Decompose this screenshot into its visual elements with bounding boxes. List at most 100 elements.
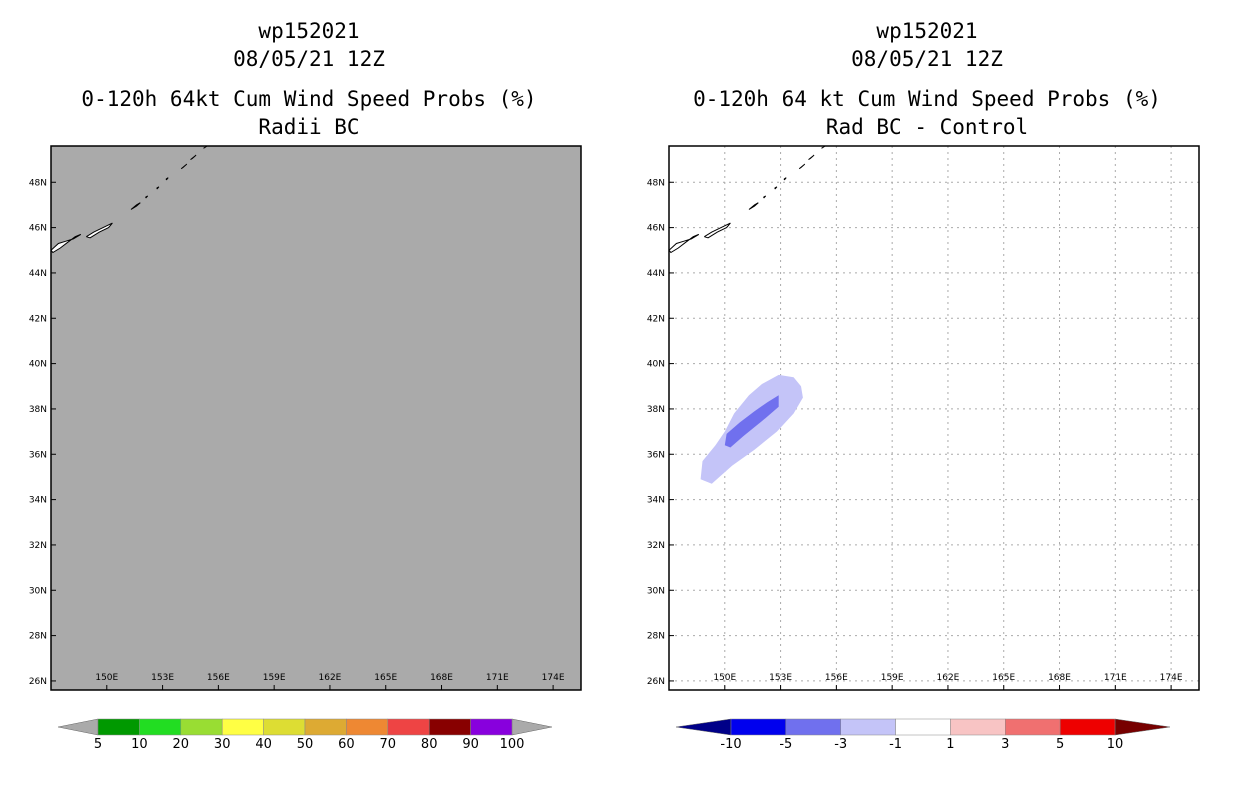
colorbar-label: -3 [834,737,847,752]
x-tick-label: 168E [1048,673,1071,683]
colorbar-label: 5 [94,737,102,752]
contour-fill-1 [724,395,779,448]
colorbar-swatch [840,718,896,736]
left-storm-id: wp152021 [258,19,360,43]
colorbar-label: 1 [946,737,954,752]
x-tick-label: 168E [430,673,453,683]
coastline [86,222,113,239]
y-tick-label: 28N [29,632,47,642]
coastline [156,186,160,190]
colorbar-label: 40 [255,737,272,752]
colorbar-label: -1 [889,737,902,752]
colorbar-label: 3 [1001,737,1009,752]
colorbar-swatch [387,718,430,736]
colorbar-swatch [221,718,264,736]
colorbar-label: 5 [1056,737,1064,752]
y-tick-label: 48N [29,178,47,188]
y-tick-label: 42N [647,314,665,324]
colorbar-swatch [346,718,389,736]
colorbar-swatch [97,718,140,736]
colorbar-swatch [139,718,182,736]
y-tick-label: 30N [647,586,665,596]
y-tick-label: 44N [647,269,665,279]
y-tick-label: 44N [29,269,47,279]
coastline [808,154,815,161]
colorbar-label: 20 [173,737,190,752]
x-tick-label: 162E [937,673,960,683]
coastline [165,177,169,181]
x-tick-label: 150E [713,673,736,683]
left-title: wp152021 08/05/21 12Z 0-120h 64kt Cum Wi… [29,17,589,141]
y-tick-label: 30N [29,586,47,596]
colorbar-under-arrow [675,718,732,736]
colorbar-swatch [730,718,787,736]
y-tick-label: 36N [647,450,665,460]
y-tick-label: 38N [647,405,665,415]
colorbar-label: 50 [297,737,314,752]
colorbar-label: 70 [380,737,397,752]
x-tick-label: 174E [1160,673,1183,683]
coastline [669,233,700,254]
plot-background [51,146,581,690]
x-tick-label: 165E [374,673,397,683]
colorbar-label: 90 [462,737,479,752]
colorbar-label: 10 [1107,737,1124,752]
colorbar-swatch [1005,718,1061,736]
colorbar-label: 30 [214,737,231,752]
colorbar-label: 100 [500,737,525,752]
colorbar-swatch [180,718,223,736]
y-tick-label: 42N [29,314,47,324]
x-tick-label: 171E [486,673,509,683]
y-tick-label: 48N [647,178,665,188]
coastline [130,202,141,210]
coastline [180,163,188,170]
plot-area [669,146,1199,690]
y-tick-label: 46N [29,224,47,234]
coastline [798,163,806,170]
colorbar-label: -10 [720,737,741,752]
coastline [748,202,759,210]
y-tick-label: 40N [647,360,665,370]
coastline [145,195,149,199]
colorbar-label: -5 [779,737,792,752]
colorbar-swatch [263,718,306,736]
y-tick-label: 32N [647,541,665,551]
y-tick-label: 28N [647,632,665,642]
x-tick-label: 153E [151,673,174,683]
colorbar-label: 10 [131,737,148,752]
right-title: wp152021 08/05/21 12Z 0-120h 64 kt Cum W… [647,17,1207,141]
colorbar-label: 60 [338,737,355,752]
colorbar-over-arrow [1114,718,1171,736]
plot-frame [668,145,1200,691]
y-tick-label: 36N [29,450,47,460]
x-tick-label: 165E [992,673,1015,683]
y-tick-label: 32N [29,541,47,551]
left-panel: 150E 153E 156E 159E 162E 165E 168E 171E 174E 26N 2… [29,145,582,752]
coastline [783,177,787,181]
y-tick-label: 46N [647,224,665,234]
colorbar-label: 80 [421,737,438,752]
y-tick-label: 38N [29,405,47,415]
right-panel: 150E 153E 156E 159E 162E 165E 168E 171E 174E 26N 2… [647,145,1200,752]
x-tick-label: 174E [542,673,565,683]
y-tick-label: 26N [29,677,47,687]
coastline [51,233,82,254]
coastline [774,186,778,190]
coastline [704,222,731,239]
x-tick-label: 162E [319,673,342,683]
y-tick-label: 34N [29,496,47,506]
x-tick-label: 153E [769,673,792,683]
colorbar-swatch [895,718,951,736]
x-tick-label: 156E [207,673,230,683]
colorbar-swatch [428,718,471,736]
colorbar-swatch [950,718,1006,736]
x-tick-label: 156E [825,673,848,683]
colorbar-under-arrow [57,718,99,736]
coastline [190,154,197,161]
colorbar-swatch [304,718,347,736]
y-tick-label: 40N [29,360,47,370]
x-tick-label: 150E [95,673,118,683]
x-tick-label: 159E [263,673,286,683]
left-product-title: 0-120h 64kt Cum Wind Speed Probs (%) [81,87,537,111]
